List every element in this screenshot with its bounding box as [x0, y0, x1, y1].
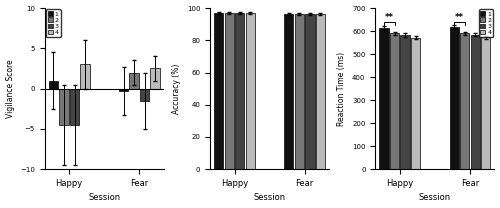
X-axis label: Session: Session [254, 193, 286, 202]
Bar [140, 89, 149, 101]
Bar [119, 89, 128, 91]
Text: **: ** [385, 13, 394, 22]
X-axis label: Session: Session [419, 193, 451, 202]
Bar [246, 13, 255, 169]
Bar [284, 14, 294, 169]
Bar [150, 68, 160, 89]
Bar [70, 89, 79, 125]
Bar [411, 37, 420, 169]
Bar [380, 28, 388, 169]
Y-axis label: Accuracy (%): Accuracy (%) [172, 63, 181, 114]
Bar [224, 13, 234, 169]
Bar [306, 14, 314, 169]
Bar [49, 80, 58, 89]
Legend: 1, 2, 3, 4: 1, 2, 3, 4 [46, 9, 60, 37]
Bar [130, 73, 138, 89]
Bar [450, 27, 459, 169]
Bar [214, 13, 224, 169]
Text: **: ** [455, 13, 464, 22]
Bar [390, 33, 399, 169]
Bar [400, 35, 409, 169]
Bar [470, 35, 480, 169]
Bar [235, 13, 244, 169]
Bar [60, 89, 68, 125]
Bar [460, 33, 469, 169]
X-axis label: Session: Session [88, 193, 120, 202]
Y-axis label: Vigilance Score: Vigilance Score [6, 59, 15, 118]
Bar [294, 14, 304, 169]
Legend: 1, 2, 3, 4: 1, 2, 3, 4 [478, 9, 493, 37]
Bar [80, 64, 90, 89]
Bar [316, 14, 325, 169]
Y-axis label: Reaction Time (ms): Reaction Time (ms) [338, 52, 346, 126]
Bar [481, 37, 490, 169]
